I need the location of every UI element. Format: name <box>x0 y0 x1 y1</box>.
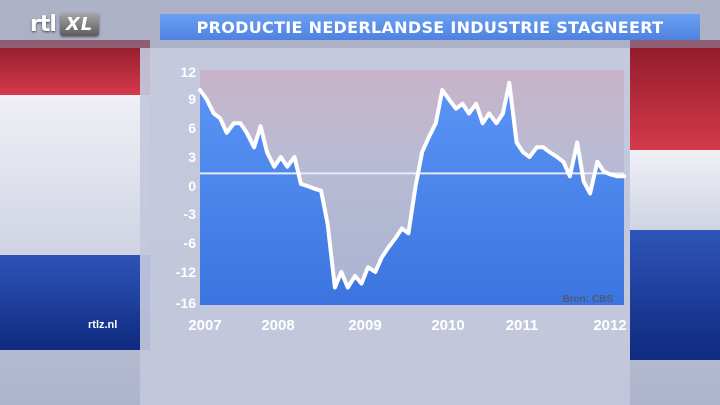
series-area <box>200 82 624 305</box>
logo-xl: XL <box>59 12 100 36</box>
flag-white-left <box>0 95 150 255</box>
x-tick-label: 2012 <box>593 317 626 334</box>
site-url: rtlz.nl <box>88 319 118 331</box>
x-tick-label: 2008 <box>261 317 294 334</box>
flag-red-right <box>630 40 720 150</box>
y-tick-label: -6 <box>184 235 197 251</box>
source-label: Bron: CBS <box>562 294 613 305</box>
flag-blue-right <box>630 230 720 360</box>
chart-title: PRODUCTIE NEDERLANDSE INDUSTRIE STAGNEER… <box>196 17 664 37</box>
y-tick-label: 12 <box>180 64 196 80</box>
series-line <box>198 80 626 290</box>
y-tick-label: 9 <box>188 91 196 107</box>
y-tick-label: 3 <box>188 149 196 165</box>
y-tick-label: 6 <box>188 120 196 136</box>
title-bar: PRODUCTIE NEDERLANDSE INDUSTRIE STAGNEER… <box>160 14 700 40</box>
x-tick-label: 2007 <box>188 317 221 334</box>
flag-red-left <box>0 40 150 95</box>
x-tick-label: 2010 <box>431 317 464 334</box>
logo-rtl: rtl <box>30 11 57 37</box>
flag-blue-left <box>0 255 150 350</box>
y-tick-label: -12 <box>176 264 196 280</box>
y-tick-label: -16 <box>176 295 196 311</box>
channel-logo: rtl XL <box>30 10 100 38</box>
x-tick-label: 2011 <box>506 317 539 334</box>
x-tick-label: 2009 <box>348 317 381 334</box>
flag-white-right <box>630 150 720 230</box>
y-tick-label: -3 <box>184 206 197 222</box>
y-tick-label: 0 <box>188 178 196 194</box>
